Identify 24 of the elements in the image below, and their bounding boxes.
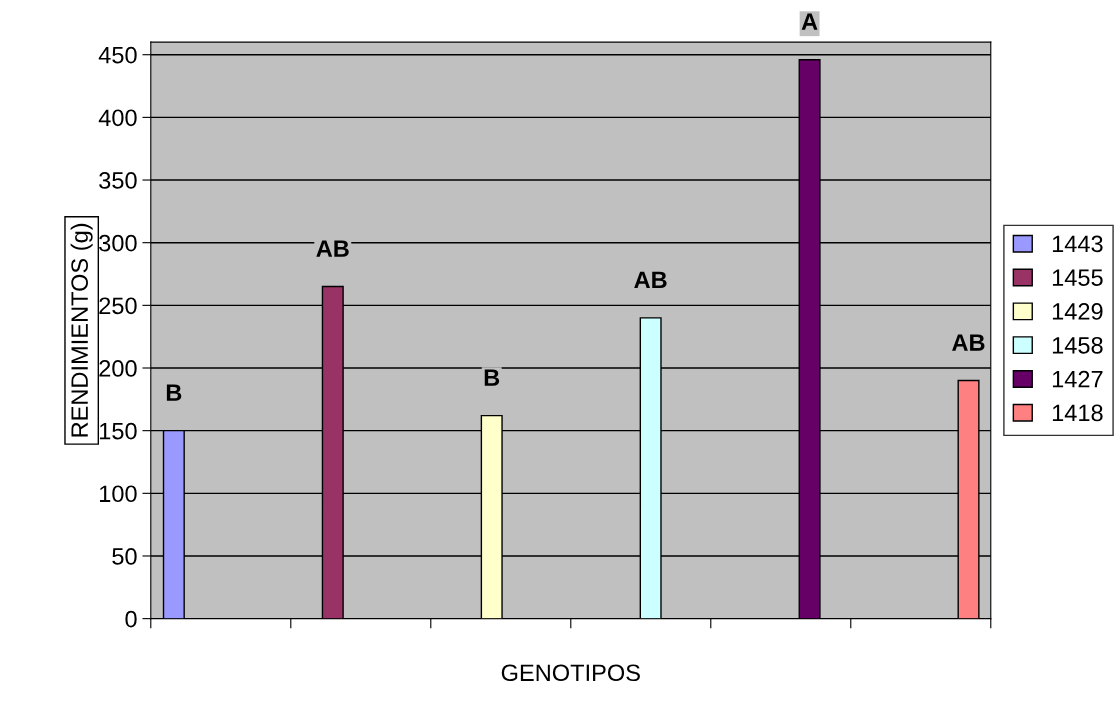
y-tick-label: 300 (99, 234, 137, 252)
y-tick-label: 0 (125, 610, 137, 628)
y-tick-label: 200 (99, 360, 137, 377)
legend-label: 1429 (1052, 303, 1103, 320)
legend-label: 1443 (1052, 235, 1103, 253)
legend-label: 1427 (1052, 370, 1103, 388)
annotation: AB (316, 240, 349, 257)
legend-label: 1418 (1052, 404, 1103, 422)
y-tick-label: 350 (99, 172, 137, 189)
y-tick-label: 150 (100, 422, 137, 440)
legend-label: 1458 (1052, 336, 1103, 354)
annotation: B (484, 369, 500, 386)
legend-label: 1455 (1052, 269, 1103, 287)
y-tick-label: 50 (112, 548, 137, 565)
y-tick-label: 450 (98, 46, 137, 64)
text: A (801, 13, 818, 30)
annotation: B (166, 384, 182, 401)
x-axis-title: GENOTIPOS (501, 664, 640, 682)
y-axis-title: RENDIMIENTOS (g) (70, 223, 93, 437)
annotation: AB (952, 334, 985, 351)
y-tick-label: 100 (100, 485, 137, 503)
annotation: AB (634, 271, 667, 288)
y-tick-label: 400 (98, 109, 137, 127)
y-tick-label: 250 (99, 297, 137, 315)
